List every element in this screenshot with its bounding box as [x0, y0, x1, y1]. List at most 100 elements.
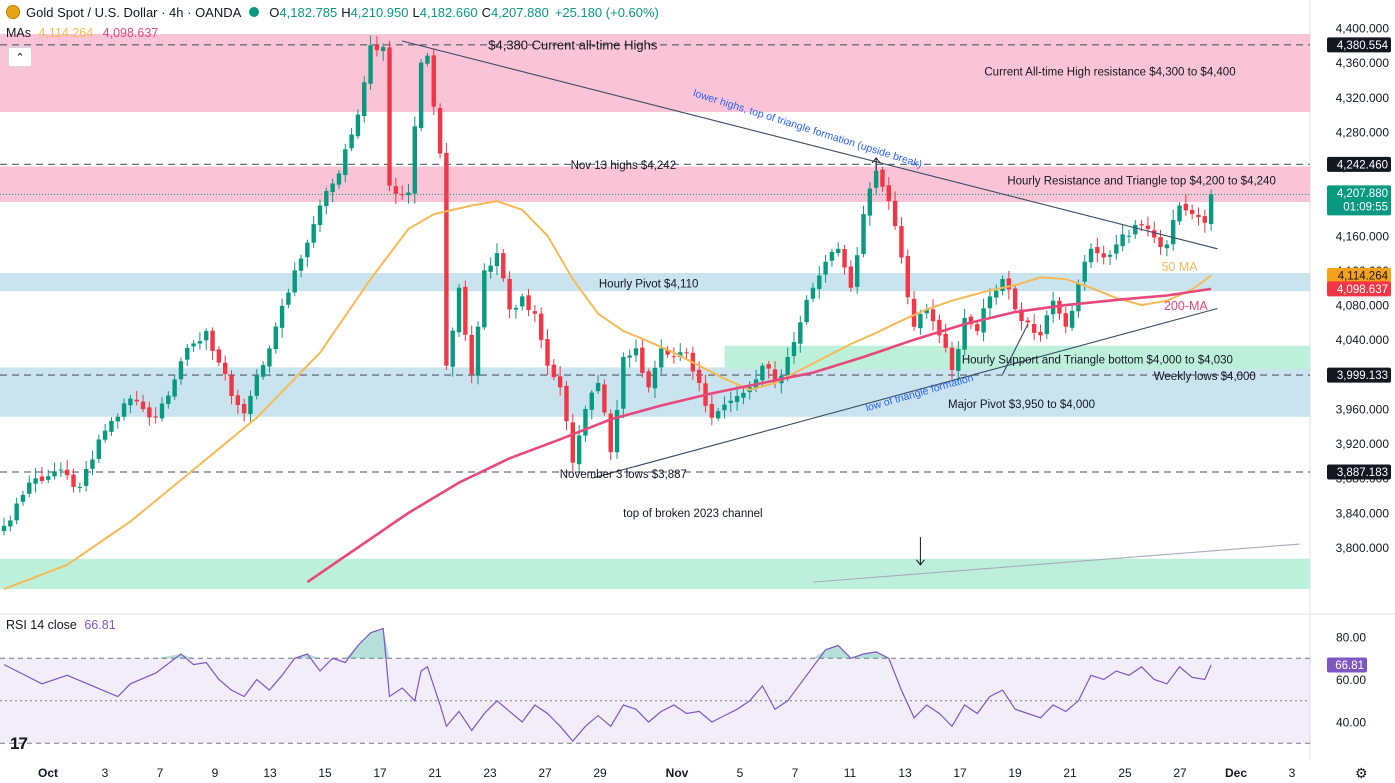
rsi-tick-label: 40.00 [1336, 716, 1366, 730]
candle-body [128, 398, 133, 406]
symbol-title[interactable]: Gold Spot / U.S. Dollar · 4h · OANDA [26, 4, 242, 20]
time-tick-label: Oct [38, 766, 58, 780]
candle-body [678, 352, 683, 358]
ma50-line [3, 200, 1212, 591]
candle-body [930, 309, 936, 322]
candle-body [185, 347, 190, 360]
annotation: Hourly Resistance and Triangle top $4,20… [1007, 175, 1276, 187]
candle-body [381, 47, 386, 52]
trendline-triangle-top [402, 40, 1218, 250]
candle-body [1006, 278, 1012, 290]
candle-body [172, 379, 177, 397]
ma200-legend-value: 4,098.637 [102, 26, 159, 40]
candle-body [362, 82, 367, 117]
candle-body [697, 369, 702, 383]
candle-body [602, 384, 607, 413]
close-value: 4,207.880 [490, 4, 549, 20]
zone-pink [0, 166, 1310, 203]
candle-body [1208, 194, 1214, 224]
candle-body [1031, 324, 1037, 333]
collapse-legend-button[interactable]: ⌃ [8, 47, 32, 67]
candle-body [501, 253, 506, 279]
candle-body [20, 494, 26, 502]
candles [1, 35, 1214, 536]
candle-body [71, 474, 76, 487]
ma-legend[interactable]: MAs 4,114.264 4,098.637 [6, 26, 158, 40]
candle-body [260, 365, 266, 377]
candle-body [1196, 214, 1201, 218]
candle-body [539, 313, 544, 340]
candle-body [715, 411, 721, 419]
candle-body [880, 169, 885, 187]
price-tick-label: 3,800.000 [1336, 541, 1390, 555]
candle-body [298, 258, 304, 271]
candle-body [1025, 320, 1031, 323]
candle-body [785, 357, 790, 375]
candle-body [1038, 332, 1043, 336]
candle-body [292, 270, 297, 293]
candle-body [14, 503, 19, 521]
candle-body [437, 107, 443, 154]
candle-body [861, 214, 866, 254]
candle-body [1164, 244, 1170, 249]
candle-body [728, 400, 733, 403]
candle-body [431, 55, 436, 107]
candle-body [229, 374, 234, 396]
price-tick-label: 4,400.000 [1336, 22, 1390, 36]
candle-body [336, 173, 342, 185]
candle-body [1063, 313, 1068, 327]
zone-blue [0, 273, 1310, 292]
candle-body [924, 309, 929, 314]
high-label: H [341, 4, 351, 20]
tradingview-logo[interactable]: 17 [10, 734, 28, 753]
price-badge [1327, 367, 1391, 383]
candle-body [1082, 261, 1087, 282]
candle-body [507, 278, 512, 310]
candle-body [766, 364, 771, 369]
open-label: O [269, 4, 280, 20]
candle-body [178, 361, 184, 380]
candle-body [121, 403, 127, 417]
candle-body [741, 392, 746, 398]
gold-coin-icon [6, 5, 20, 19]
price-badge-text: 4,242.460 [1337, 159, 1388, 171]
price-badge-text: 4,098.637 [1337, 284, 1388, 296]
rsi-legend-label: RSI 14 close [6, 618, 77, 632]
zone-pink [0, 34, 1310, 112]
time-tick-label: Dec [1225, 766, 1247, 780]
price-badge-text: 4,380.554 [1337, 40, 1389, 52]
candle-body [937, 319, 942, 336]
candle-body [235, 395, 241, 405]
candle-body [197, 341, 203, 344]
rsi-tick-label: 80.00 [1336, 631, 1366, 645]
candle-body [147, 407, 152, 418]
candle-body [399, 194, 405, 196]
rsi-legend[interactable]: RSI 14 close 66.81 [6, 618, 116, 632]
candle-body [1189, 209, 1195, 215]
candle-body [494, 253, 500, 267]
candle-body [77, 486, 83, 488]
time-tick-label: 7 [157, 766, 164, 780]
candle-body [1044, 315, 1049, 335]
arrowhead-icon [916, 559, 925, 566]
candle-body [1126, 235, 1132, 237]
candle-body [1145, 225, 1151, 230]
candle-body [355, 114, 361, 137]
change-value: +25.180 (+0.60%) [554, 4, 659, 20]
candle-body [1000, 279, 1005, 291]
candle-body [671, 356, 677, 358]
candle-body [96, 439, 101, 459]
candle-body [646, 371, 651, 388]
settings-gear-icon[interactable]: ⚙ [1355, 765, 1368, 781]
price-badge [1327, 156, 1391, 172]
zone-green [0, 558, 1310, 590]
candle-body [1202, 216, 1207, 223]
candle-body [83, 468, 89, 486]
price-badge [1327, 281, 1391, 297]
time-tick-label: 13 [263, 766, 277, 780]
candle-body [994, 290, 999, 298]
candle-body [652, 367, 658, 389]
arrowhead-icon [871, 157, 881, 164]
candle-body [583, 408, 588, 436]
